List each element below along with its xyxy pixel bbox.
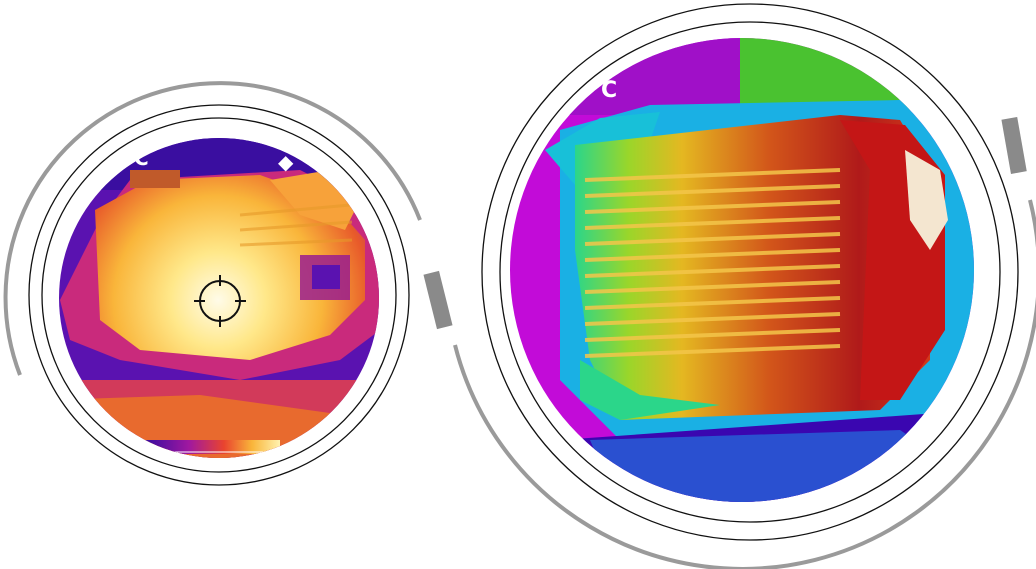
- settings-icon[interactable]: ◆: [278, 150, 294, 174]
- crosshair-icon: [194, 275, 246, 327]
- left-unit-label: °C: [124, 146, 149, 170]
- right-unit-label: °C: [590, 78, 618, 103]
